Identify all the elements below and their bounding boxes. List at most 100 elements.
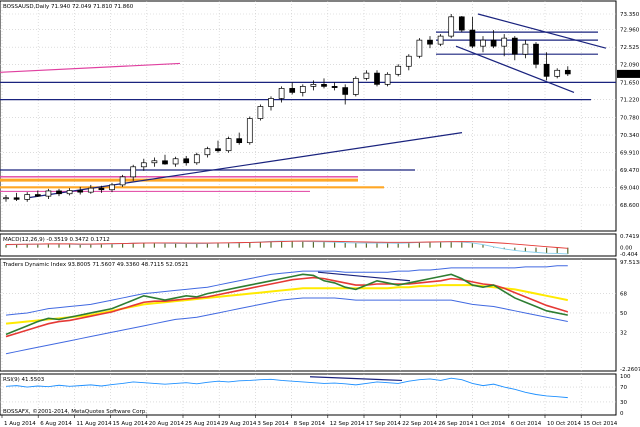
date-label: 1 Aug 2014 xyxy=(4,421,36,427)
candle xyxy=(98,187,105,191)
candle xyxy=(310,84,317,87)
candle xyxy=(24,194,31,200)
candle xyxy=(416,39,423,57)
price-tick-label: 68.600 xyxy=(620,203,640,209)
price-tick-label: 71.650 xyxy=(620,80,640,86)
candle xyxy=(140,162,147,168)
macd-signal-line xyxy=(5,240,568,249)
candle xyxy=(564,69,571,75)
macd-indicator: 0.7419 0.00-0.404 xyxy=(5,234,640,258)
main-header: BOSSAUSD,Daily 71.940 72.049 71.810 71.8… xyxy=(3,4,134,10)
tdi-tick-label: 97.5138 xyxy=(620,260,640,266)
price-tick-label: 72.090 xyxy=(620,63,640,69)
date-label: 15 Oct 2014 xyxy=(583,421,618,427)
candle xyxy=(215,148,221,152)
candle xyxy=(480,39,486,47)
tdi-signal-line xyxy=(5,276,569,338)
date-label: 15 Aug 2014 xyxy=(113,421,149,427)
current-price-label: 71.860 xyxy=(619,72,639,78)
rsi-indicator: 100 70 30 0 xyxy=(0,374,631,417)
rsi-tick-label: 0 xyxy=(620,411,624,417)
candle xyxy=(119,176,126,186)
date-label: 26 Sep 2014 xyxy=(438,421,473,427)
price-tick-label: 72.960 xyxy=(620,28,640,34)
date-label: 22 Sep 2014 xyxy=(402,421,437,427)
candle xyxy=(162,160,168,165)
candle xyxy=(374,72,380,85)
candles xyxy=(3,14,571,202)
macd-tick-label: -0.404 xyxy=(620,252,638,258)
channel-lower xyxy=(455,45,575,93)
date-label: 12 Sep 2014 xyxy=(330,421,365,427)
trend-lines xyxy=(0,13,616,199)
date-label: 11 Aug 2014 xyxy=(76,421,112,427)
main-panel xyxy=(0,0,617,232)
candle xyxy=(448,16,455,37)
candle xyxy=(522,43,529,55)
candle xyxy=(66,190,73,195)
tdi-upper-band xyxy=(5,265,568,316)
date-label: 8 Sep 2014 xyxy=(294,421,326,427)
price-tick-label: 72.525 xyxy=(620,45,640,51)
rsi-divergence-line xyxy=(309,376,403,382)
date-label: 6 Aug 2014 xyxy=(40,421,72,427)
tdi-indicator: 97.5138 68 50 32 -2.2607 xyxy=(0,260,640,373)
candle xyxy=(469,29,476,47)
current-price-box xyxy=(617,69,640,78)
candle xyxy=(395,65,402,75)
candle xyxy=(511,37,518,55)
channel-upper xyxy=(477,13,607,49)
date-label: 25 Aug 2014 xyxy=(185,421,221,427)
candle xyxy=(543,63,550,77)
candle xyxy=(299,86,306,93)
tdi-tick-label: -2.2607 xyxy=(620,367,640,373)
date-label: 1 Oct 2014 xyxy=(475,421,506,427)
tdi-tick-label: 68 xyxy=(620,292,627,298)
date-label: 29 Aug 2014 xyxy=(221,421,257,427)
copyright: BOSSAFX, ©2001-2014, MetaQuotes Software… xyxy=(3,408,147,415)
tdi-tick-label: 32 xyxy=(620,330,627,336)
candle xyxy=(204,148,211,156)
price-tick-label: 70.780 xyxy=(620,115,640,121)
candle xyxy=(56,190,62,195)
candle xyxy=(87,187,94,193)
candle xyxy=(109,184,115,191)
trend-line-up xyxy=(27,132,463,199)
candle xyxy=(34,194,41,197)
candle xyxy=(77,190,84,193)
tdi-header: Traders Dynamic Index 93.8005 71.5607 49… xyxy=(2,262,189,268)
candle xyxy=(289,88,296,93)
rsi-header: RSI(9) 41.5503 xyxy=(3,377,45,383)
candle xyxy=(352,77,359,95)
price-tick-label: 71.220 xyxy=(620,98,640,104)
candle xyxy=(342,87,349,95)
macd-header: MACD(12,26,9) -0.3519 0.3472 0.1712 xyxy=(3,237,110,243)
date-label: 10 Oct 2014 xyxy=(547,421,582,427)
candle xyxy=(363,72,370,79)
candle xyxy=(13,197,20,200)
date-label: 3 Sep 2014 xyxy=(257,421,289,427)
macd-tick-label: 0.7419 xyxy=(620,234,640,240)
date-label: 20 Aug 2014 xyxy=(149,421,185,427)
date-label: 17 Sep 2014 xyxy=(366,421,401,427)
price-axis: 73.350 72.960 72.525 72.090 71.650 71.220 70.7… xyxy=(617,12,640,209)
price-tick-label: 69.040 xyxy=(620,185,640,191)
candle xyxy=(172,158,179,165)
candle xyxy=(268,98,274,107)
candle xyxy=(130,166,137,178)
candle xyxy=(278,88,285,99)
trend-line-pink xyxy=(0,62,181,73)
candle xyxy=(501,37,508,47)
price-tick-label: 73.350 xyxy=(620,12,640,18)
candle xyxy=(331,86,338,88)
rsi-tick-label: 100 xyxy=(620,374,631,380)
rsi-tick-label: 30 xyxy=(620,400,627,406)
candle xyxy=(3,197,9,200)
tdi-rsi-line xyxy=(5,273,568,336)
macd-tick-label: 0.00 xyxy=(620,246,633,252)
rsi-panel xyxy=(0,373,617,416)
candle xyxy=(321,84,327,87)
price-tick-label: 69.910 xyxy=(620,150,640,156)
candle xyxy=(151,160,158,164)
